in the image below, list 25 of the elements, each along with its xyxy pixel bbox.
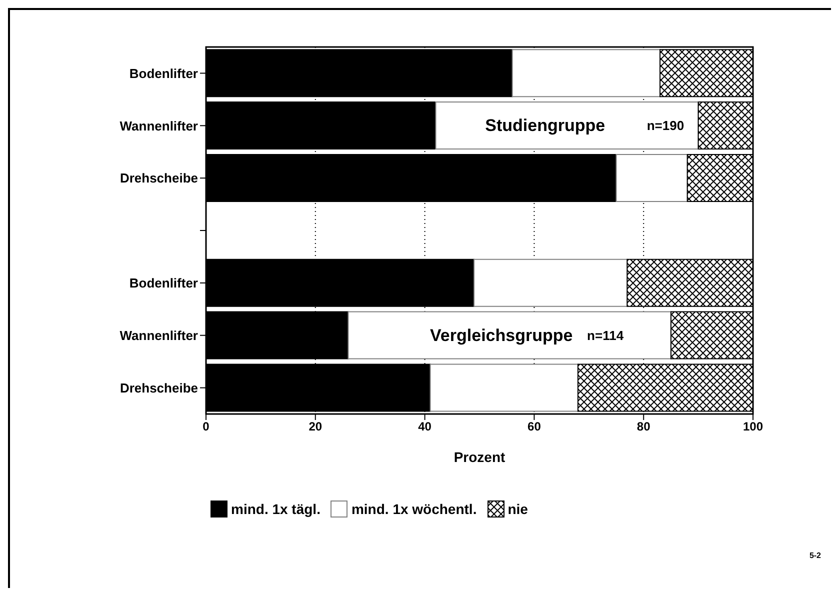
bar: [512, 49, 661, 98]
annotation: n=190: [646, 118, 684, 134]
x-tick-label: 40: [418, 420, 432, 434]
legend-label: mind. 1x tägl.: [231, 501, 320, 517]
y-tick-label: Drehscheibe: [120, 170, 198, 186]
x-tick-label: 0: [202, 420, 210, 434]
legend-label: mind. 1x wöchentl.: [351, 501, 477, 517]
bar: [430, 364, 578, 412]
x-tick-label: 60: [528, 420, 542, 434]
x-axis-title: Prozent: [454, 449, 506, 465]
y-tick-label: Wannenlifter: [120, 328, 198, 343]
y-tick-label: Bodenlifter: [129, 66, 198, 81]
text: 5-2: [809, 551, 822, 560]
legend-label: nie: [508, 501, 528, 517]
annotation: Vergleichsgruppe: [430, 326, 573, 345]
bar: [474, 258, 628, 307]
y-tick-label: Bodenlifter: [129, 276, 198, 291]
x-tick-label: 80: [636, 420, 651, 434]
y-tick-label: Drehscheibe: [120, 380, 198, 396]
x-tick-label: 20: [308, 420, 322, 434]
x-tick-label: 100: [742, 420, 764, 434]
annotation: Studiengruppe: [485, 116, 606, 136]
y-tick-label: Wannenlifter: [120, 118, 198, 134]
bar: [616, 154, 688, 202]
annotation: n=114: [587, 328, 624, 343]
